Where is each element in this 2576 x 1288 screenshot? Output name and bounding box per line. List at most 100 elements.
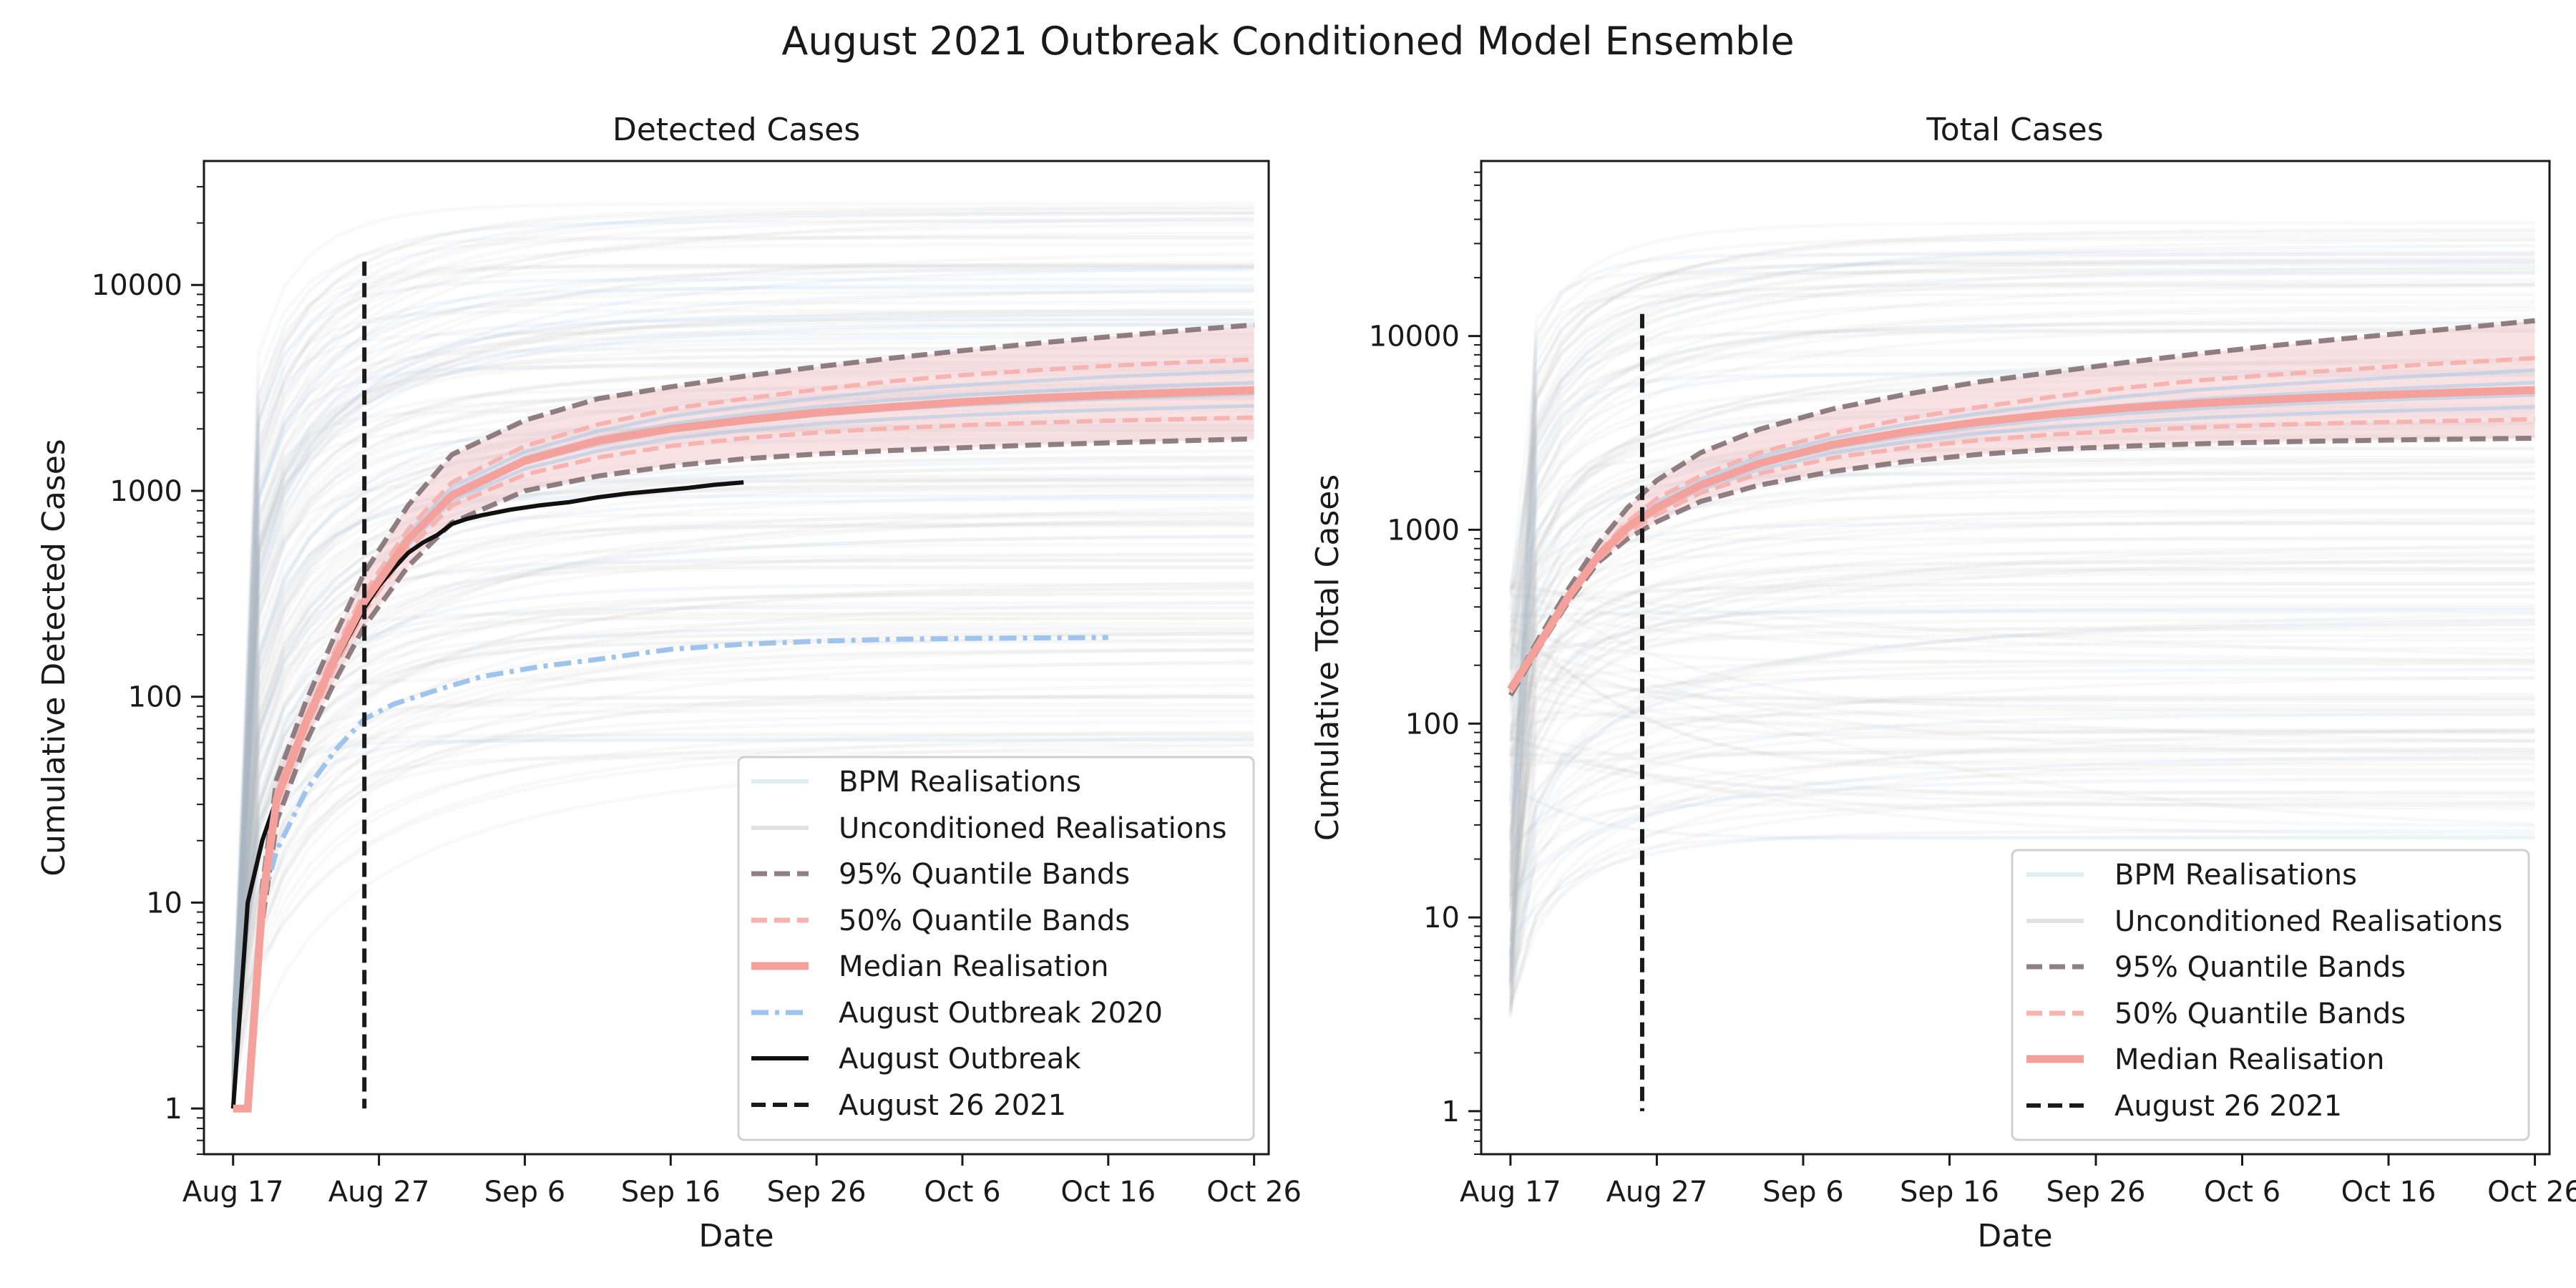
bpm-realisation-line	[1509, 777, 2535, 897]
x-tick-label: Sep 26	[2046, 1176, 2145, 1209]
legend-label-median: Median Realisation	[839, 950, 1109, 983]
unconditioned-realisation-line	[1508, 560, 2535, 889]
unconditioned-realisation-line	[231, 318, 1254, 1096]
y-tick-label: 100	[128, 681, 182, 714]
unconditioned-realisation-line	[231, 519, 1254, 1028]
y-tick-label: 1000	[109, 475, 182, 508]
panel-total-cases: Aug 17 Aug 27 Sep 6 Sep 16 Sep 26 Oct 6 Oct 16…	[1309, 112, 2576, 1254]
unconditioned-realisation-line	[1508, 727, 2535, 1005]
unconditioned-realisation-line	[1509, 582, 2535, 623]
x-tick-label: Oct 26	[2487, 1176, 2576, 1209]
q95-lower-line	[1508, 435, 2535, 697]
bpm-realisation-line	[231, 219, 1254, 1022]
y-axis-label-total: Cumulative Total Cases	[1309, 474, 1346, 841]
unconditioned-realisation-line	[1508, 791, 2535, 898]
bpm-realisation-line	[231, 535, 1254, 1068]
unconditioned-realisation-line	[231, 265, 1254, 1036]
unconditioned-realisation-line	[231, 731, 1254, 1021]
unconditioned-realisation-line	[1510, 753, 2535, 828]
unconditioned-realisation-line	[1508, 316, 2535, 839]
unconditioned-realisation-line	[1508, 557, 2535, 867]
unconditioned-realisation-line	[231, 557, 1254, 1045]
unconditioned-realisation-line	[231, 235, 1254, 1013]
legend-label-q95-total: 95% Quantile Bands	[2114, 951, 2406, 984]
y-axis-ticks-detected: 1 10 100 1000 10000	[92, 185, 204, 1155]
unconditioned-realisation-line	[1508, 507, 2535, 788]
bpm-realisation-line	[1508, 668, 2535, 955]
legend-label-august2020: August Outbreak 2020	[839, 997, 1163, 1030]
unconditioned-realisation-line	[231, 659, 1254, 1053]
bpm-realisation-line	[231, 278, 1254, 1045]
unconditioned-realisation-line	[1508, 358, 2535, 885]
x-tick-label: Sep 16	[621, 1176, 721, 1209]
unconditioned-realisation-line	[231, 735, 1254, 1013]
unconditioned-realisation-line	[1508, 747, 2535, 1012]
unconditioned-realisation-line	[1508, 283, 2535, 808]
unconditioned-realisation-line	[231, 232, 1254, 1088]
unconditioned-realisation-line	[231, 384, 1254, 1097]
unconditioned-realisation-line	[231, 260, 1254, 1020]
unconditioned-realisation-line	[231, 510, 1254, 1103]
unconditioned-realisation-line	[231, 695, 1254, 1063]
unconditioned-realisation-line	[231, 590, 1254, 1021]
unconditioned-realisation-line	[231, 340, 1254, 1103]
unconditioned-realisation-line	[1510, 750, 2535, 757]
unconditioned-realisation-line	[231, 580, 1254, 1040]
unconditioned-realisation-line	[1508, 756, 2535, 1005]
legend-label-vline: August 26 2021	[839, 1089, 1066, 1122]
unconditioned-realisation-line	[1508, 265, 2535, 985]
unconditioned-realisation-line	[231, 347, 1254, 1092]
unconditioned-realisation-line	[1508, 602, 2535, 728]
unconditioned-realisation-line	[231, 333, 1254, 1078]
unconditioned-realisation-line	[1508, 638, 2535, 700]
unconditioned-realisation-line	[1510, 696, 2535, 728]
bpm-realisation-line	[231, 321, 1254, 1074]
axes-title-total: Total Cases	[1926, 112, 2103, 148]
unconditioned-realisation-line	[231, 521, 1254, 1027]
bpm-realisation-line	[1508, 472, 2535, 673]
unconditioned-realisation-line	[231, 243, 1254, 1078]
unconditioned-realisation-line	[1510, 585, 2535, 656]
unconditioned-realisation-line	[231, 505, 1254, 1062]
unconditioned-realisation-line	[1510, 627, 2535, 664]
unconditioned-realisation-line	[1508, 835, 2535, 1012]
bpm-realisation-line	[231, 268, 1254, 1108]
unconditioned-realisation-line	[1508, 545, 2535, 908]
unconditioned-realisation-line	[231, 206, 1254, 1032]
bpm-realisation-line	[1508, 373, 2535, 959]
unconditioned-realisation-line	[1510, 611, 2535, 662]
unconditioned-realisation-line	[231, 517, 1254, 1079]
unconditioned-realisation-line	[1508, 252, 2535, 694]
bpm-realisation-line	[1508, 370, 2535, 801]
unconditioned-realisation-line	[231, 210, 1254, 1087]
realisation-lines-total	[1508, 221, 2535, 1018]
unconditioned-realisation-line	[1510, 643, 2535, 755]
unconditioned-realisation-line	[1508, 357, 2535, 964]
unconditioned-realisation-line	[231, 731, 1254, 1093]
unconditioned-realisation-line	[231, 217, 1254, 1043]
unconditioned-realisation-line	[1509, 517, 2535, 652]
y-tick-label: 10	[1423, 902, 1460, 935]
unconditioned-realisation-line	[231, 703, 1254, 1096]
x-tick-label: Oct 6	[924, 1176, 1000, 1209]
unconditioned-realisation-line	[1508, 458, 2535, 841]
median-realisation-line	[1507, 386, 2535, 692]
unconditioned-realisation-line	[1510, 592, 2535, 632]
bpm-realisation-line	[1508, 244, 2535, 596]
unconditioned-realisation-line	[231, 331, 1254, 1087]
unconditioned-realisation-line	[1508, 634, 2535, 756]
axes-title-detected: Detected Cases	[613, 112, 860, 148]
bpm-realisation-line	[231, 266, 1254, 1042]
unconditioned-realisation-line	[1508, 229, 2535, 909]
bpm-realisation-line	[231, 474, 1254, 1026]
unconditioned-realisation-line	[231, 565, 1254, 1026]
unconditioned-realisation-line	[231, 313, 1254, 1029]
unconditioned-realisation-line	[1508, 329, 2535, 854]
unconditioned-realisation-line	[1508, 801, 2535, 1003]
bpm-realisation-line	[1508, 271, 2535, 737]
legend-detected: BPM Realisations Unconditioned Realisati…	[737, 756, 1255, 1141]
series-layer-detected	[230, 261, 1254, 1113]
x-tick-label: Oct 26	[1206, 1176, 1302, 1209]
unconditioned-realisation-line	[231, 367, 1254, 1015]
unconditioned-realisation-line	[1508, 738, 2535, 936]
